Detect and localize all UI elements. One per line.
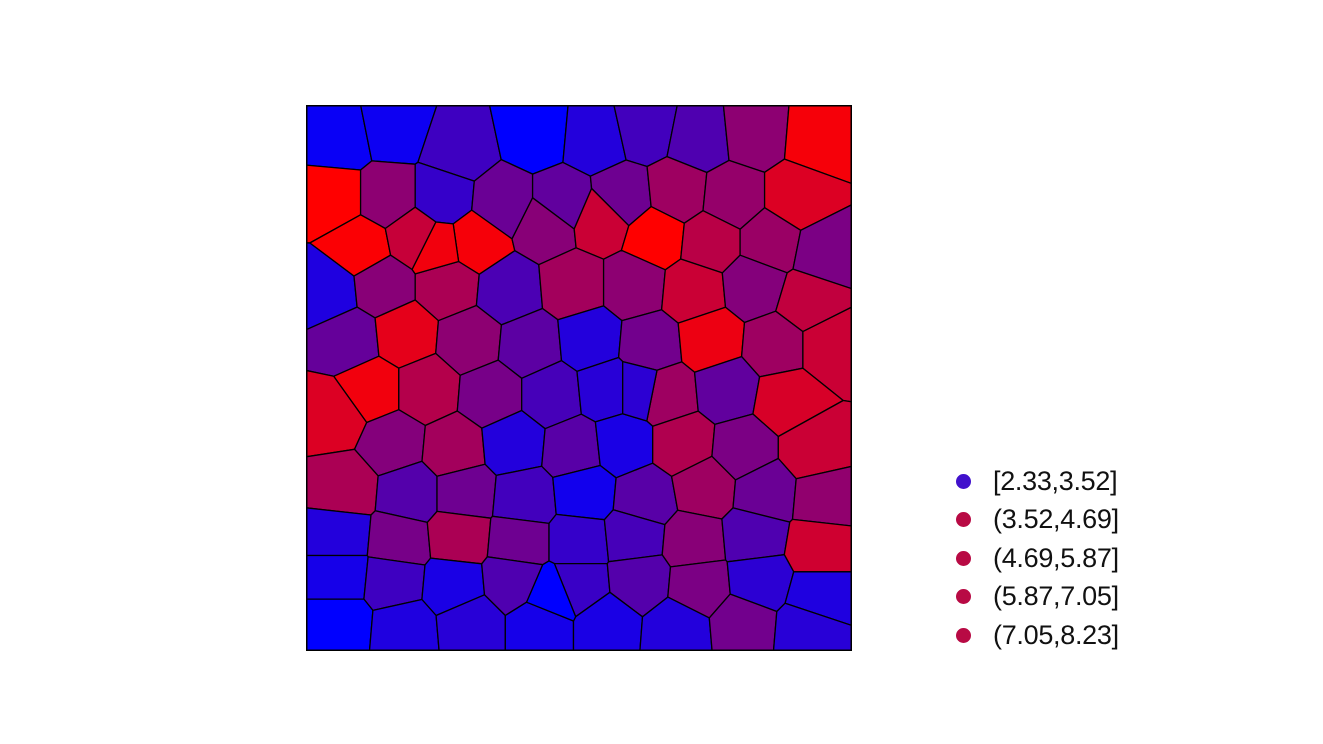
voronoi-cell xyxy=(306,598,374,651)
legend: [2.33,3.52] (3.52,4.69] (4.69,5.87] (5.8… xyxy=(956,462,1119,655)
legend-swatch xyxy=(956,589,971,605)
legend-swatch xyxy=(956,550,971,566)
voronoi-cell xyxy=(486,515,550,566)
legend-swatch xyxy=(956,512,971,528)
voronoi-cells xyxy=(306,105,852,651)
voronoi-cell xyxy=(617,309,683,371)
legend-item: (5.87,7.05] xyxy=(956,578,1119,617)
voronoi-cell xyxy=(622,360,658,422)
legend-item: [2.33,3.52] xyxy=(956,462,1119,501)
voronoi-cell xyxy=(772,602,852,651)
legend-item: (7.05,8.23] xyxy=(956,616,1119,655)
legend-item: (3.52,4.69] xyxy=(956,501,1119,540)
voronoi-cell xyxy=(661,509,727,568)
voronoi-cell xyxy=(306,554,369,600)
legend-label: (7.05,8.23] xyxy=(993,619,1119,650)
voronoi-cell xyxy=(306,507,372,557)
voronoi-cell xyxy=(525,560,577,622)
legend-label: [2.33,3.52] xyxy=(993,465,1118,496)
voronoi-cell xyxy=(491,465,557,525)
voronoi-cell xyxy=(426,510,492,565)
voronoi-cell xyxy=(783,518,852,573)
legend-label: (3.52,4.69] xyxy=(993,504,1119,535)
legend-swatch xyxy=(956,473,971,489)
voronoi-cell xyxy=(548,513,610,565)
legend-label: (4.69,5.87] xyxy=(993,542,1119,573)
voronoi-map xyxy=(306,105,852,651)
voronoi-cell xyxy=(783,105,852,185)
voronoi-cell xyxy=(411,221,460,275)
voronoi-plot-svg xyxy=(306,105,852,651)
legend-swatch xyxy=(956,627,971,643)
legend-label: (5.87,7.05] xyxy=(993,581,1119,612)
plot-border xyxy=(306,105,852,651)
legend-item: (4.69,5.87] xyxy=(956,539,1119,578)
